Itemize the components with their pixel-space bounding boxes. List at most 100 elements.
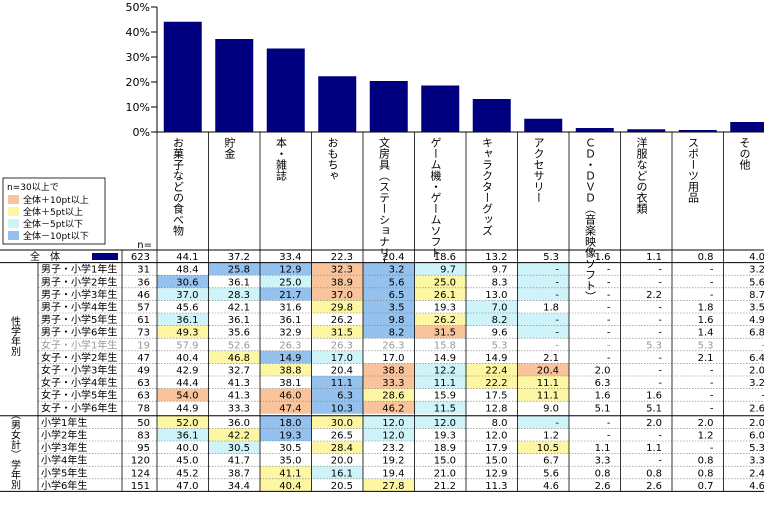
cell-highlight — [311, 415, 363, 429]
cell-highlight — [414, 325, 466, 339]
cell-value: 9.7 — [492, 265, 508, 276]
cell-value: 8.3 — [492, 277, 508, 288]
cell-value: 35.6 — [228, 328, 250, 339]
cell-value: 41.7 — [228, 456, 250, 467]
cell-highlight — [208, 441, 260, 454]
cell-value: 26.3 — [279, 340, 301, 351]
cell-value: 11.1 — [331, 378, 353, 389]
row-n: 36 — [137, 277, 150, 288]
cell-value: 6.3 — [595, 378, 611, 389]
cell-value: 25.8 — [228, 265, 250, 276]
cell-value: 26.5 — [331, 431, 353, 442]
cell-highlight — [208, 350, 260, 364]
legend-swatch — [8, 195, 19, 204]
cell-highlight — [311, 350, 363, 364]
y-tick-label: 50% — [126, 1, 150, 14]
cell-value: 17.5 — [485, 391, 507, 402]
cell-highlight — [311, 466, 363, 479]
cell-highlight — [311, 325, 363, 339]
cell-value: - — [710, 443, 714, 454]
cell-value: - — [607, 353, 611, 364]
cell-value: 8.2 — [492, 315, 508, 326]
bar — [421, 85, 460, 132]
cell-value: 2.4 — [749, 468, 764, 479]
cell-value: 22.3 — [331, 252, 353, 263]
cell-value: 36.1 — [228, 315, 250, 326]
bar — [575, 128, 614, 132]
cell-value: - — [710, 403, 714, 414]
cell-value: 20.5 — [331, 481, 353, 492]
cell-highlight — [157, 275, 209, 288]
cell-value: 1.6 — [698, 315, 714, 326]
cell-value: 54.0 — [176, 391, 198, 402]
cell-value: 13.0 — [485, 290, 507, 301]
cell-value: 14.9 — [279, 353, 301, 364]
category-label: アクセサリー — [532, 137, 545, 203]
cell-value: 9.7 — [440, 265, 456, 276]
cell-value: 38.8 — [382, 366, 404, 377]
cell-value: 46.2 — [382, 403, 404, 414]
cell-value: 38.9 — [331, 277, 353, 288]
cell-value: 5.3 — [543, 252, 559, 263]
cell-value: 5.6 — [749, 277, 764, 288]
cell-value: - — [555, 265, 559, 276]
row-label: 小学1年生 — [41, 416, 87, 429]
cell-value: 18.9 — [434, 443, 456, 454]
cell-value: 2.0 — [698, 418, 714, 429]
cell-value: 12.0 — [485, 431, 507, 442]
cell-value: 29.8 — [331, 303, 353, 314]
row-n: 61 — [137, 315, 150, 326]
row-label: 女子・小学4年生 — [41, 376, 117, 389]
row-n: 31 — [137, 265, 150, 276]
cell-value: - — [658, 265, 662, 276]
group-label: （男女計）学年別 — [9, 410, 21, 491]
cell-value: 1.2 — [698, 431, 714, 442]
cell-value: 20.4 — [331, 366, 353, 377]
cell-highlight — [157, 388, 209, 402]
cell-value: 19.3 — [434, 303, 456, 314]
cell-value: - — [710, 265, 714, 276]
cell-highlight — [260, 388, 312, 402]
row-n: 47 — [137, 353, 150, 364]
cell-value: 22.2 — [485, 378, 507, 389]
cell-value: 44.9 — [176, 403, 198, 414]
bar — [627, 129, 666, 132]
cell-value: 44.1 — [176, 252, 198, 263]
cell-value: 5.6 — [389, 277, 405, 288]
cell-value: 2.0 — [595, 366, 611, 377]
cell-value: 2.6 — [646, 481, 662, 492]
cell-value: 15.8 — [434, 340, 456, 351]
cell-value: 9.6 — [492, 328, 508, 339]
cell-value: - — [710, 391, 714, 402]
cell-value: - — [658, 366, 662, 377]
row-label: 女子・小学6年生 — [41, 401, 117, 414]
cell-value: 48.4 — [176, 265, 198, 276]
legend-title: n=30以上で — [7, 182, 59, 193]
row-n: 124 — [131, 468, 150, 479]
cell-highlight — [517, 363, 569, 376]
cell-value: 0.8 — [698, 468, 714, 479]
cell-value: - — [607, 303, 611, 314]
cell-value: 52.6 — [228, 340, 250, 351]
cell-value: 6.0 — [749, 431, 764, 442]
cell-value: 17.9 — [485, 443, 507, 454]
cell-value: 33.3 — [228, 403, 250, 414]
cell-highlight — [517, 275, 569, 288]
cell-value: 36.1 — [176, 431, 198, 442]
cell-value: 44.4 — [176, 378, 198, 389]
cell-highlight — [260, 466, 312, 479]
cell-value: 27.8 — [382, 481, 404, 492]
cell-value: 2.1 — [543, 353, 559, 364]
category-label: お菓子などの食べ物 — [172, 137, 185, 236]
cell-value: 32.3 — [331, 265, 353, 276]
cell-value: 4.0 — [749, 252, 764, 263]
cell-value: 5.1 — [595, 403, 611, 414]
cell-value: - — [607, 315, 611, 326]
cell-value: - — [658, 456, 662, 467]
cell-value: 23.2 — [382, 443, 404, 454]
cell-value: 21.0 — [434, 468, 456, 479]
cell-highlight — [414, 262, 466, 276]
cell-value: 19.3 — [434, 431, 456, 442]
legend-item-label: 全体＋10pt以上 — [23, 194, 89, 206]
cell-value: 8.0 — [492, 418, 508, 429]
